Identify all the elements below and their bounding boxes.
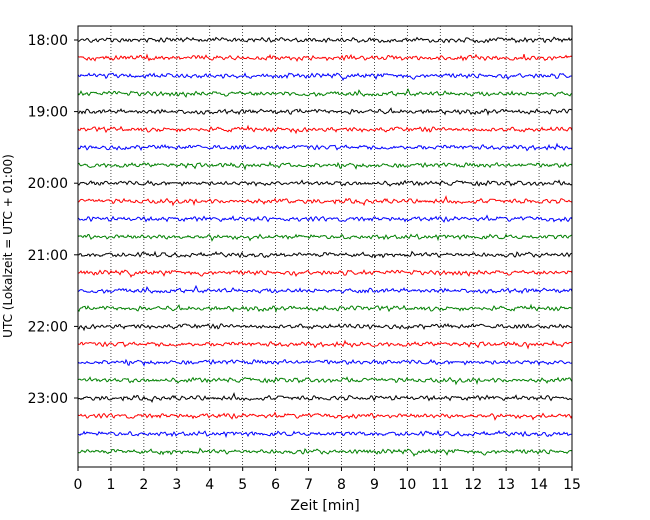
trace-line: [77, 161, 573, 171]
trace-line: [77, 142, 573, 152]
trace-line: [77, 322, 573, 332]
trace-line: [77, 392, 573, 403]
trace-line: [77, 358, 573, 367]
trace-group: [77, 36, 573, 457]
x-axis-label: Zeit [min]: [290, 498, 359, 514]
y-axis-label: UTC (Lokalzeit = UTC + 01:00): [1, 154, 15, 338]
x-tick-label: 7: [304, 477, 313, 493]
x-tick-label: 1: [106, 477, 115, 493]
x-tick-label: 4: [205, 477, 214, 493]
y-tick-label: 21:00: [28, 248, 68, 264]
x-tick-label: 12: [464, 477, 482, 493]
x-tick-label: 10: [398, 477, 416, 493]
x-tick-label: 8: [337, 477, 346, 493]
x-axis: 0 1 2 3 4 5 6 7 8 9 10 11 12 13 14 15: [74, 467, 581, 493]
x-tick-label: 3: [172, 477, 181, 493]
x-tick-label: 11: [431, 477, 449, 493]
x-tick-label: 13: [497, 477, 515, 493]
trace-line: [77, 447, 573, 457]
y-tick-label: 19:00: [28, 105, 68, 121]
trace-line: [77, 339, 573, 350]
trace-line: [77, 303, 573, 313]
x-tick-label: 2: [139, 477, 148, 493]
x-tick-label: 6: [271, 477, 280, 493]
trace-line: [77, 250, 573, 259]
trace-line: [77, 214, 573, 223]
trace-line: [77, 124, 573, 135]
trace-line: [77, 195, 573, 207]
trace-line: [77, 53, 573, 62]
x-tick-label: 15: [563, 477, 581, 493]
x-tick-label: 0: [74, 477, 83, 493]
trace-line: [77, 284, 573, 295]
trace-line: [77, 411, 573, 421]
y-tick-label: 18:00: [28, 33, 68, 49]
trace-line: [77, 107, 573, 116]
x-tick-label: 9: [370, 477, 379, 493]
trace-line: [77, 179, 573, 187]
trace-line: [77, 269, 573, 278]
trace-line: [77, 233, 573, 242]
trace-line: [77, 36, 573, 44]
y-tick-label: 23:00: [28, 391, 68, 407]
trace-line: [77, 88, 573, 98]
y-tick-label: 22:00: [28, 319, 68, 335]
plot-frame: [77, 25, 573, 468]
trace-line: [77, 429, 573, 439]
x-tick-label: 14: [530, 477, 548, 493]
trace-line: [77, 376, 573, 386]
y-axis: 18:00 19:00 20:00 21:00 22:00 23:00: [28, 33, 78, 407]
y-tick-label: 20:00: [28, 176, 68, 192]
trace-line: [77, 72, 573, 82]
x-tick-label: 5: [238, 477, 247, 493]
